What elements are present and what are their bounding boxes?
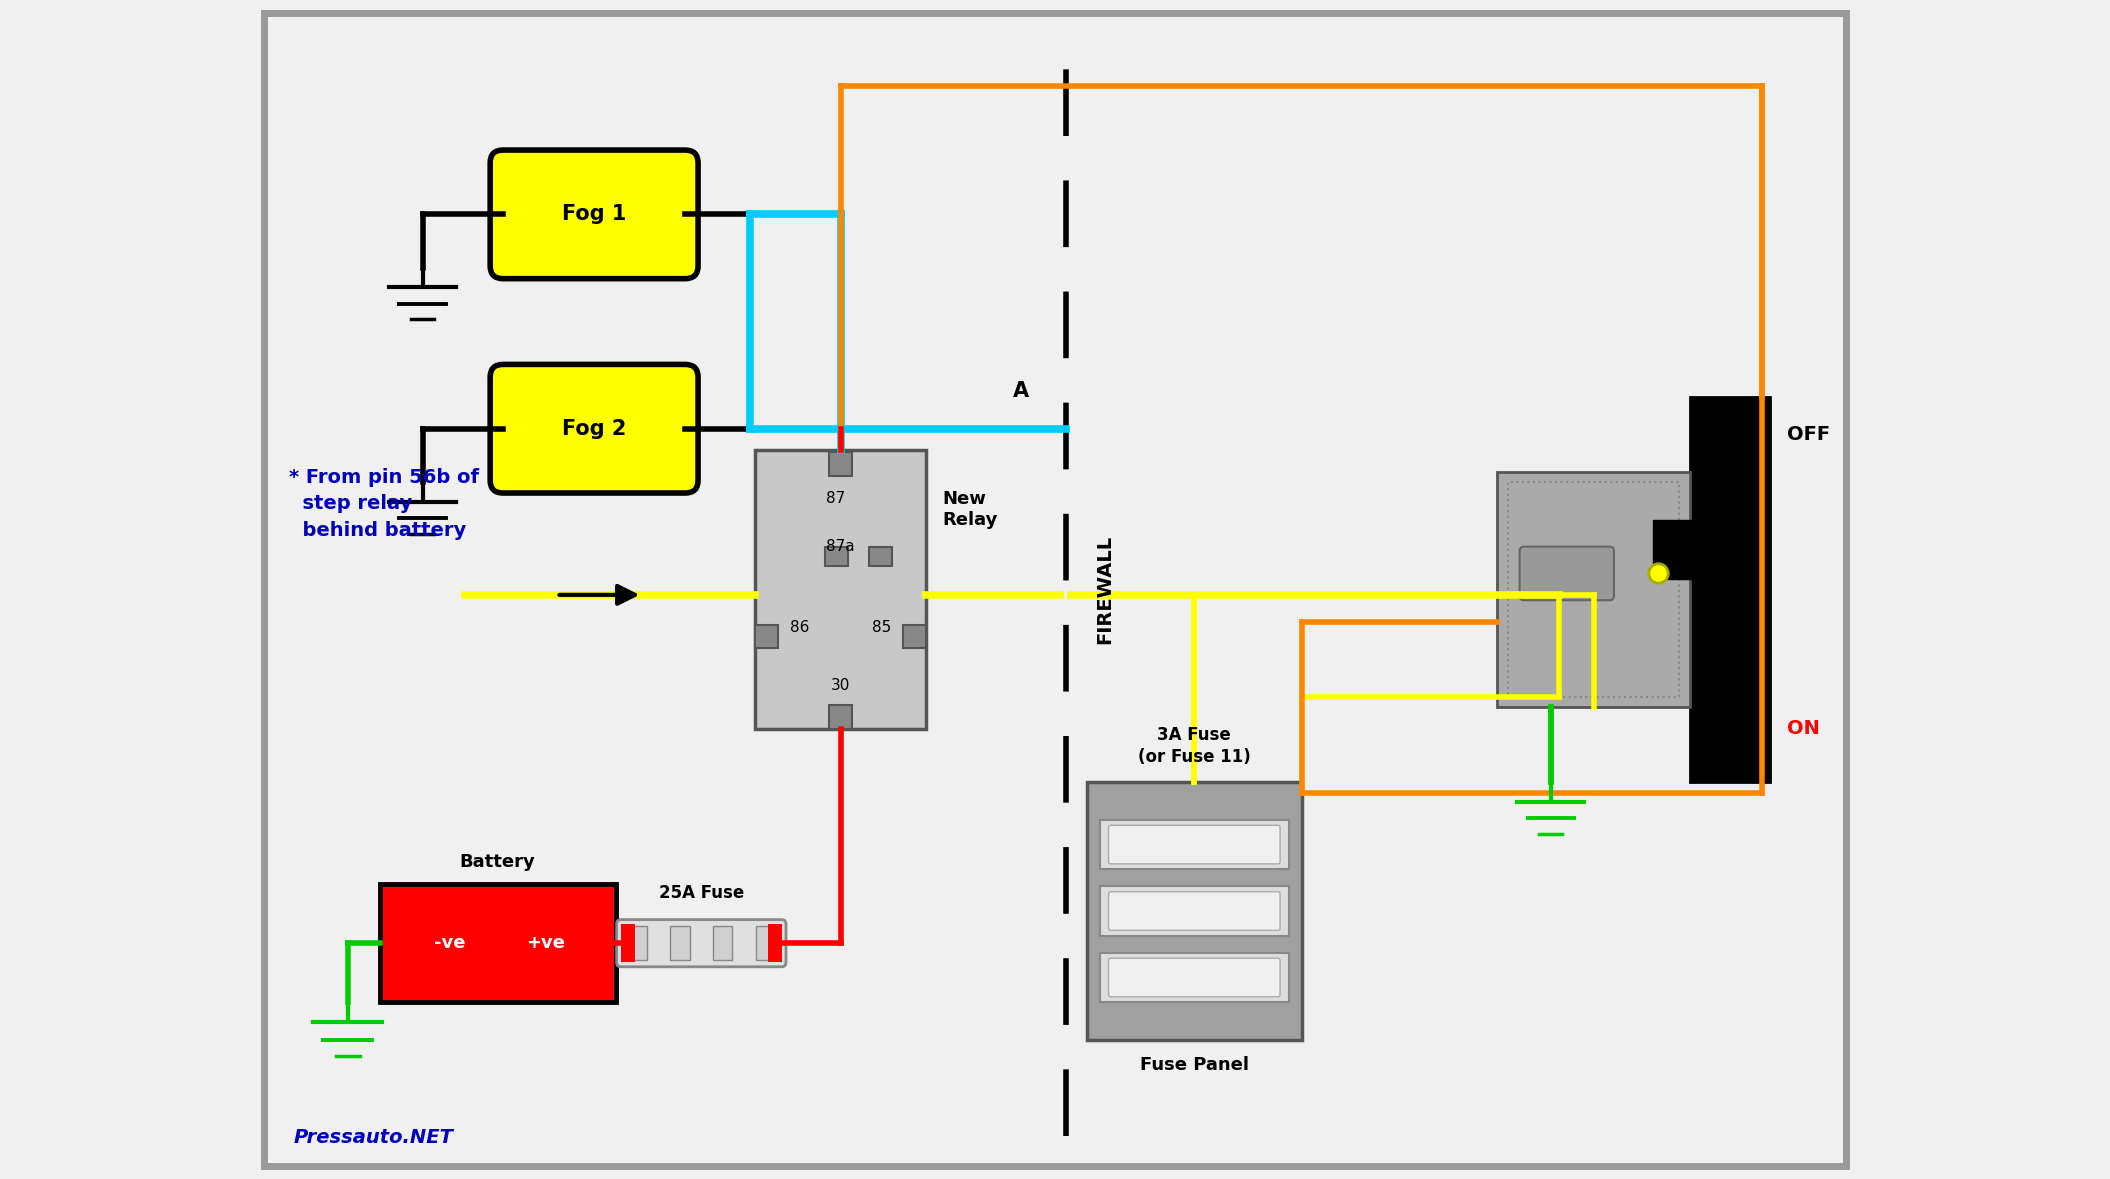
Bar [903, 625, 926, 648]
Text: -ve: -ve [435, 934, 464, 953]
FancyBboxPatch shape [1519, 547, 1614, 600]
Text: 85: 85 [871, 619, 890, 634]
Bar [825, 547, 848, 566]
Text: 87a: 87a [827, 539, 855, 554]
FancyBboxPatch shape [1108, 891, 1281, 930]
Bar [1690, 396, 1770, 783]
FancyBboxPatch shape [1087, 783, 1302, 1040]
Text: 25A Fuse: 25A Fuse [658, 884, 745, 902]
Bar [829, 453, 852, 476]
FancyBboxPatch shape [490, 150, 698, 278]
FancyBboxPatch shape [380, 884, 616, 1002]
Text: +ve: +ve [525, 934, 565, 953]
Text: Fog 1: Fog 1 [561, 204, 627, 224]
FancyBboxPatch shape [490, 364, 698, 493]
Text: FIREWALL: FIREWALL [1095, 535, 1114, 644]
Text: 3A Fuse
(or Fuse 11): 3A Fuse (or Fuse 11) [1137, 726, 1251, 766]
Bar [768, 924, 781, 962]
Text: Pressauto.NET: Pressauto.NET [293, 1128, 454, 1147]
Bar [869, 547, 893, 566]
FancyBboxPatch shape [1108, 959, 1281, 996]
Text: Fog 2: Fog 2 [561, 419, 627, 439]
Text: 86: 86 [791, 619, 810, 634]
FancyBboxPatch shape [1099, 953, 1289, 1002]
FancyBboxPatch shape [264, 13, 1846, 1166]
Text: OFF: OFF [1787, 424, 1829, 443]
FancyBboxPatch shape [755, 450, 926, 729]
Bar [671, 926, 690, 961]
Bar [1652, 520, 1696, 579]
Text: New
Relay: New Relay [943, 489, 998, 528]
Bar [713, 926, 732, 961]
FancyBboxPatch shape [1498, 472, 1690, 707]
Bar [755, 926, 774, 961]
FancyBboxPatch shape [1099, 819, 1289, 869]
Text: * From pin 56b of
  step relay
  behind battery: * From pin 56b of step relay behind batt… [289, 468, 479, 540]
FancyBboxPatch shape [1099, 887, 1289, 936]
Bar [755, 625, 779, 648]
Text: Fuse Panel: Fuse Panel [1139, 1055, 1249, 1074]
Text: Battery: Battery [460, 854, 536, 871]
Text: 87: 87 [825, 490, 844, 506]
Bar [627, 926, 646, 961]
Text: 30: 30 [831, 678, 850, 693]
FancyBboxPatch shape [616, 920, 785, 967]
Text: ON: ON [1787, 719, 1819, 738]
FancyBboxPatch shape [1108, 825, 1281, 864]
Bar [620, 924, 635, 962]
Bar [829, 705, 852, 729]
Text: A: A [1013, 381, 1030, 401]
